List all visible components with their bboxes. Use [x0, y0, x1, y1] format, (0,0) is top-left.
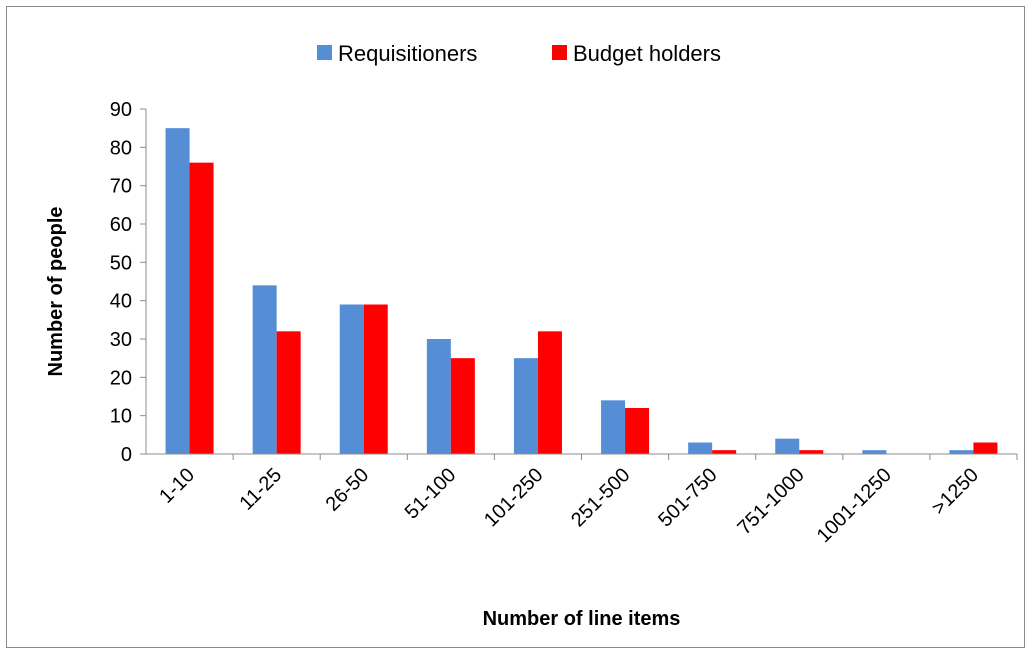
bar-requisitioners	[165, 128, 190, 454]
y-tick-label: 90	[110, 99, 132, 121]
x-tick-label: 751-1000	[733, 464, 808, 539]
bar-requisitioners	[252, 285, 277, 454]
x-tick-label: 26-50	[322, 464, 374, 516]
bar-requisitioners	[426, 339, 451, 454]
x-tick-label: 11-25	[236, 464, 287, 515]
bar-budget-holders	[625, 408, 650, 454]
chart-frame: Requisitioners Budget holders 0 10 20 30 40 5…	[6, 6, 1025, 648]
bar-budget-holders	[276, 331, 301, 454]
y-tick-label: 70	[110, 176, 132, 198]
legend-label-budget-holders: Budget holders	[573, 41, 721, 66]
bar-budget-holders	[189, 162, 214, 454]
y-tick-label: 10	[110, 406, 132, 428]
y-tick-label: 0	[121, 444, 132, 466]
bar-budget-holders	[537, 331, 562, 454]
legend: Requisitioners Budget holders	[317, 41, 721, 66]
x-tick-label: 101-250	[480, 464, 547, 531]
y-tick-label: 40	[110, 291, 132, 313]
y-tick-label: 20	[110, 367, 132, 389]
x-tick-label: 251-500	[567, 464, 634, 531]
x-tick-label: 1001-1250	[813, 464, 896, 547]
x-tick-label: 501-750	[654, 464, 721, 531]
legend-label-requisitioners: Requisitioners	[338, 41, 477, 66]
x-axis-title: Number of line items	[483, 608, 681, 630]
x-tick-label: 51-100	[401, 464, 461, 524]
y-tick-label: 30	[110, 329, 132, 351]
y-tick-label: 50	[110, 252, 132, 274]
bar-requisitioners	[775, 438, 800, 454]
bar-chart: Requisitioners Budget holders 0 10 20 30 40 5…	[45, 41, 1018, 630]
x-axis-ticks: 1-10 11-25 26-50 51-100 101-250 251-500 501-75…	[155, 454, 1018, 547]
y-tick-label: 60	[110, 214, 132, 236]
legend-swatch-requisitioners	[317, 45, 332, 60]
bar-budget-holders	[799, 450, 824, 454]
bar-requisitioners	[688, 442, 713, 454]
y-tick-label: 80	[110, 137, 132, 159]
bar-requisitioners	[513, 358, 538, 454]
bar-requisitioners	[601, 400, 626, 454]
bar-budget-holders	[973, 442, 998, 454]
x-tick-label: >1250	[928, 464, 983, 519]
bar-requisitioners	[949, 450, 974, 454]
legend-swatch-budget-holders	[552, 45, 567, 60]
y-axis-title: Number of people	[45, 206, 67, 376]
bars	[165, 128, 998, 454]
x-tick-label: 1-10	[155, 464, 199, 508]
bar-budget-holders	[363, 304, 388, 454]
y-axis-ticks: 0 10 20 30 40 50 60 70 80 90	[110, 99, 146, 466]
bar-budget-holders	[712, 450, 737, 454]
bar-requisitioners	[339, 304, 364, 454]
bar-requisitioners	[862, 450, 887, 454]
bar-budget-holders	[450, 358, 475, 454]
